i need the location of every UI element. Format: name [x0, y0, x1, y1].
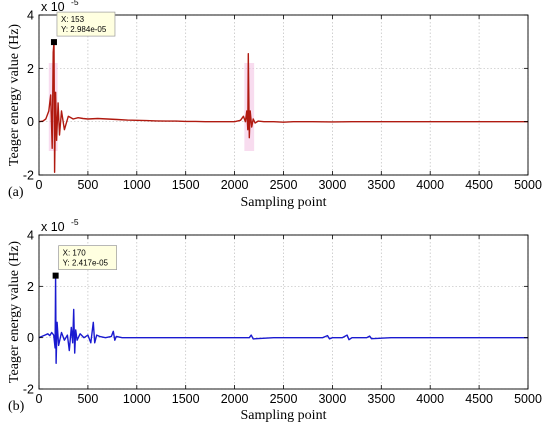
y-axis-label: Teager energy value (Hz): [7, 24, 22, 167]
chart-panel-2: 0 500 1000 1500 2000 2500 3000 3500 4000 4500 5000…: [7, 217, 542, 423]
y-tick-label: 4: [27, 229, 34, 243]
x-tick-label: 1000: [123, 392, 151, 406]
y-exponent-label: x 10: [41, 0, 65, 14]
x-tick-label: 5000: [514, 178, 542, 192]
x-tick-label: 1000: [123, 178, 151, 192]
y-tick-label: -2: [23, 169, 34, 183]
datatip-y-text: Y: 2.984e-05: [61, 25, 107, 34]
datatip-box: [56, 11, 116, 37]
panel-label: (a): [8, 185, 24, 200]
series-line-1: [38, 41, 528, 174]
x-tick-label: 2500: [270, 178, 298, 192]
x-tick-label: 4000: [416, 178, 444, 192]
x-tick-label: 500: [77, 392, 98, 406]
y-exponent-power: -5: [71, 217, 79, 227]
x-tick-label: 3500: [367, 392, 395, 406]
y-tick-label: 0: [27, 331, 34, 345]
panel-label: (b): [8, 399, 25, 414]
y-exponent-power: -5: [71, 0, 79, 7]
datatip-x-text: X: 153: [61, 15, 85, 24]
x-tick-label: 3500: [367, 178, 395, 192]
y-tick-label: 4: [27, 9, 34, 23]
x-tick-label: 1500: [172, 178, 200, 192]
y-tick-label: 2: [27, 280, 34, 294]
x-tick-label: 2000: [221, 392, 249, 406]
x-tick-label: 500: [77, 178, 98, 192]
x-tick-label: 1500: [172, 392, 200, 406]
y-axis-label: Teager energy value (Hz): [7, 241, 22, 384]
chart-panel-1: 0 500 1000 1500 2000 2500 3000 3500 4000 4500 5000…: [7, 0, 542, 210]
y-tick-label: -2: [23, 383, 34, 397]
x-tick-label: 3000: [318, 392, 346, 406]
x-axis-label: Sampling point: [241, 408, 327, 423]
datatip-box: [58, 245, 117, 270]
datatip-y-text: Y: 2.417e-05: [63, 259, 109, 268]
x-tick-label: 0: [36, 392, 43, 406]
x-tick-label: 5000: [514, 392, 542, 406]
x-tick-label: 4500: [465, 392, 493, 406]
x-tick-label: 4000: [416, 392, 444, 406]
datatip-x-text: X: 170: [63, 249, 87, 258]
x-tick-label: 4500: [465, 178, 493, 192]
datatip-marker: [50, 39, 57, 46]
y-tick-label: 2: [27, 62, 34, 76]
x-tick-label: 0: [36, 178, 43, 192]
y-exponent-label: x 10: [41, 220, 65, 234]
plot-area: [39, 15, 528, 175]
x-tick-label: 3000: [318, 178, 346, 192]
datatip-marker: [52, 272, 59, 279]
series-line-1: [38, 274, 528, 364]
y-tick-label: 0: [27, 115, 34, 129]
x-tick-label: 2000: [221, 178, 249, 192]
x-axis-label: Sampling point: [241, 195, 327, 210]
x-tick-label: 2500: [270, 392, 298, 406]
